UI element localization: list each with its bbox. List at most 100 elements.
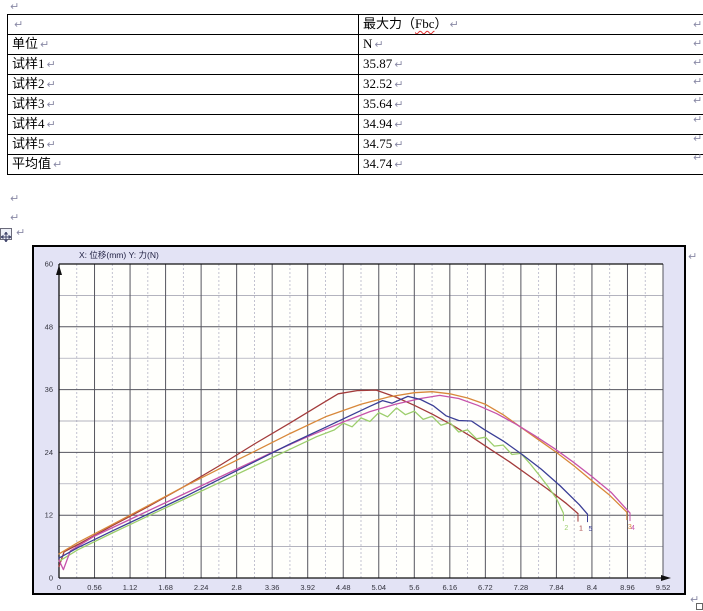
svg-text:36: 36 <box>45 385 53 394</box>
table-row: 试样5 ↵ 34.75 ↵ <box>7 134 703 155</box>
row-label-cell[interactable]: 试样2 ↵ <box>7 74 359 95</box>
row-value-cell[interactable]: 32.52 ↵ <box>358 74 703 95</box>
cell-end-mark: ↵ <box>374 38 384 51</box>
cell-end-mark: ↵ <box>46 58 56 71</box>
cell-end-mark: ↵ <box>46 98 56 111</box>
four-way-arrow-icon <box>0 231 12 243</box>
header-value: 最大力（Fbc） <box>363 16 448 31</box>
svg-text:4: 4 <box>631 525 635 532</box>
svg-text:7.84: 7.84 <box>549 583 564 592</box>
svg-text:12: 12 <box>45 511 53 520</box>
row-label-cell[interactable]: 试样3 ↵ <box>7 94 359 115</box>
row-value: 35.64 <box>363 96 393 111</box>
row-value: 34.75 <box>363 136 393 151</box>
svg-text:1.12: 1.12 <box>123 583 138 592</box>
row-label: 试样4 <box>12 116 45 131</box>
row-label: 试样2 <box>12 76 45 91</box>
svg-text:2.24: 2.24 <box>194 583 209 592</box>
svg-text:48: 48 <box>45 322 53 331</box>
svg-text:4.48: 4.48 <box>336 583 351 592</box>
cell-end-mark: ↵ <box>394 138 404 151</box>
svg-text:0: 0 <box>49 574 53 583</box>
table-row: 单位 ↵ N ↵ <box>7 34 703 55</box>
svg-text:2: 2 <box>564 525 568 532</box>
row-value-cell[interactable]: 34.94 ↵ <box>358 114 703 135</box>
svg-text:8.96: 8.96 <box>620 583 635 592</box>
table-row: 试样2 ↵ 32.52 ↵ <box>7 74 703 95</box>
svg-text:5.04: 5.04 <box>371 583 386 592</box>
force-displacement-chart[interactable]: 1 2 3 4 5 0 0.56 1.12 1.68 2.24 2.8 3.36 3.92 4.48 5.0… <box>32 245 686 595</box>
table-row: ↵ 最大力（Fbc） ↵ <box>7 14 703 35</box>
svg-text:8.4: 8.4 <box>587 583 597 592</box>
table-row: 试样3 ↵ 35.64 ↵ <box>7 94 703 115</box>
svg-text:0.56: 0.56 <box>87 583 102 592</box>
header-value-cell[interactable]: 最大力（Fbc） ↵ <box>358 14 703 35</box>
row-label: 试样5 <box>12 136 45 151</box>
cell-end-mark: ↵ <box>53 158 63 171</box>
paragraph-mark: ↵ <box>10 192 20 205</box>
svg-text:1.68: 1.68 <box>158 583 173 592</box>
object-move-handle-icon[interactable] <box>0 228 12 243</box>
row-value-cell[interactable]: 35.87 ↵ <box>358 54 703 75</box>
svg-text:60: 60 <box>45 260 53 269</box>
svg-text:3.36: 3.36 <box>265 583 280 592</box>
svg-text:24: 24 <box>45 448 53 457</box>
paragraph-mark: ↵ <box>688 250 698 263</box>
cell-end-mark: ↵ <box>394 58 404 71</box>
row-label-cell[interactable]: 平均值 ↵ <box>7 154 359 175</box>
cell-end-mark: ↵ <box>46 78 56 91</box>
cell-end-mark: ↵ <box>394 158 404 171</box>
cell-end-mark: ↵ <box>46 118 56 131</box>
row-label-cell[interactable]: 试样1 ↵ <box>7 54 359 75</box>
cell-end-mark: ↵ <box>46 138 56 151</box>
row-end-marks: ↵ ↵ ↵ ↵ ↵ ↵ ↵ ↵ <box>693 18 703 164</box>
table-row: 试样1 ↵ 35.87 ↵ <box>7 54 703 75</box>
results-table: ↵ 最大力（Fbc） ↵ 单位 ↵ N ↵ 试样1 ↵ 35.87 ↵ 试样2 ↵ 32.5… <box>7 14 703 175</box>
svg-text:1: 1 <box>579 526 583 533</box>
svg-text:5.6: 5.6 <box>409 583 419 592</box>
header-label-cell[interactable]: ↵ <box>7 14 359 35</box>
row-value: 35.87 <box>363 56 393 71</box>
svg-text:2.8: 2.8 <box>231 583 241 592</box>
cell-end-mark: ↵ <box>40 38 50 51</box>
row-label: 平均值 <box>12 156 52 171</box>
row-label-cell[interactable]: 试样4 ↵ <box>7 114 359 135</box>
cell-end-mark: ↵ <box>449 18 459 31</box>
row-value: 32.52 <box>363 76 393 91</box>
svg-text:6.16: 6.16 <box>443 583 458 592</box>
row-value: 34.94 <box>363 116 393 131</box>
row-label-cell[interactable]: 试样5 ↵ <box>7 134 359 155</box>
row-value: 34.74 <box>363 156 393 171</box>
svg-text:5: 5 <box>589 526 593 533</box>
paragraph-mark: ↵ <box>690 593 700 606</box>
spellcheck-flagged-text: Fbc <box>415 16 435 31</box>
svg-text:7.28: 7.28 <box>514 583 529 592</box>
svg-text:0: 0 <box>57 583 61 592</box>
paragraph-mark: ↵ <box>16 226 26 239</box>
svg-text:3: 3 <box>628 524 632 531</box>
row-value: N <box>363 36 373 51</box>
row-label: 单位 <box>12 36 39 51</box>
chart-svg: 12 3 450 0.56 1.12 1.68 2.24 2.8 3.36 3.92 4.48 5.0… <box>45 250 671 592</box>
table-row: 平均值 ↵ 34.74 ↵ <box>7 154 703 175</box>
paragraph-mark: ↵ <box>10 211 20 224</box>
svg-text:3.92: 3.92 <box>300 583 315 592</box>
row-label-cell[interactable]: 单位 ↵ <box>7 34 359 55</box>
row-value-cell[interactable]: 35.64 ↵ <box>358 94 703 115</box>
row-value-cell[interactable]: N ↵ <box>358 34 703 55</box>
cell-end-mark: ↵ <box>394 98 404 111</box>
cell-end-mark: ↵ <box>394 118 404 131</box>
row-value-cell[interactable]: 34.74 ↵ <box>358 154 703 175</box>
row-label: 试样1 <box>12 56 45 71</box>
svg-text:6.72: 6.72 <box>478 583 493 592</box>
object-resize-handle[interactable] <box>696 603 703 610</box>
cell-end-mark: ↵ <box>14 18 24 31</box>
paragraph-mark: ↵ <box>10 0 20 13</box>
table-row: 试样4 ↵ 34.94 ↵ <box>7 114 703 135</box>
row-label: 试样3 <box>12 96 45 111</box>
cell-end-mark: ↵ <box>394 78 404 91</box>
svg-text:9.52: 9.52 <box>656 583 671 592</box>
svg-text:X: 位移(mm) Y: 力(N): X: 位移(mm) Y: 力(N) <box>79 250 159 260</box>
row-value-cell[interactable]: 34.75 ↵ <box>358 134 703 155</box>
